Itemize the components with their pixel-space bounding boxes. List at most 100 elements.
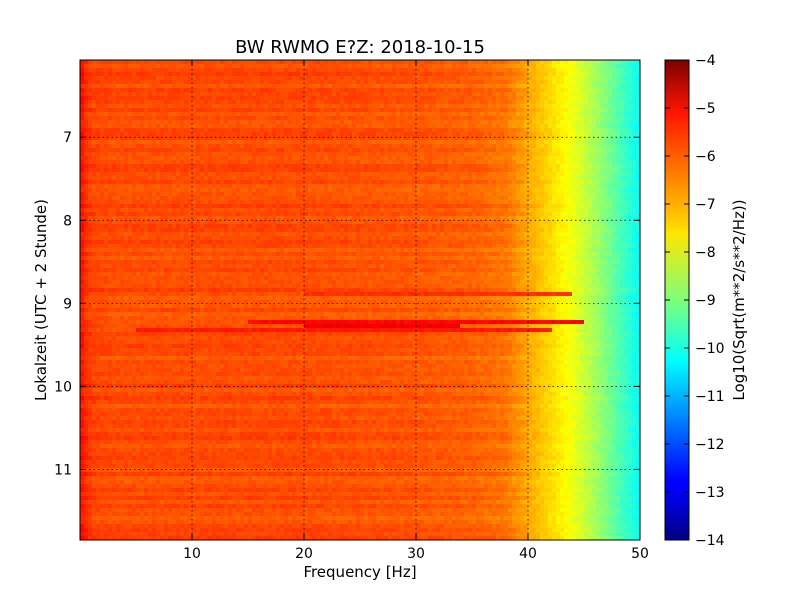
heatmap-cell — [500, 128, 505, 133]
heatmap-cell — [536, 160, 541, 165]
heatmap-cell — [144, 92, 149, 97]
heatmap-cell — [312, 116, 317, 121]
heatmap-cell — [544, 124, 549, 129]
heatmap-cell — [592, 64, 597, 69]
heatmap-cell — [288, 100, 293, 105]
heatmap-cell — [192, 140, 197, 145]
heatmap-cell — [164, 188, 169, 193]
heatmap-cell — [176, 172, 181, 177]
heatmap-cell — [420, 80, 425, 85]
heatmap-cell — [600, 144, 605, 149]
heatmap-cell — [204, 76, 209, 81]
heatmap-cell — [416, 116, 421, 121]
heatmap-cell — [364, 92, 369, 97]
heatmap-cell — [272, 160, 277, 165]
heatmap-cell — [532, 80, 537, 85]
heatmap-cell — [384, 108, 389, 113]
heatmap-cell — [456, 116, 461, 121]
heatmap-cell — [516, 152, 521, 157]
heatmap-cell — [188, 140, 193, 145]
heatmap-cell — [80, 128, 85, 133]
heatmap-cell — [268, 84, 273, 89]
heatmap-cell — [196, 120, 201, 125]
heatmap-cell — [536, 180, 541, 185]
heatmap-cell — [568, 68, 573, 73]
heatmap-cell — [300, 80, 305, 85]
heatmap-cell — [552, 184, 557, 189]
heatmap-cell — [296, 160, 301, 165]
heatmap-cell — [304, 196, 309, 201]
heatmap-cell — [272, 128, 277, 133]
heatmap-cell — [472, 164, 477, 169]
heatmap-cell — [512, 72, 517, 77]
heatmap-cell — [196, 116, 201, 121]
heatmap-cell — [408, 96, 413, 101]
heatmap-cell — [596, 100, 601, 105]
heatmap-cell — [628, 156, 633, 161]
heatmap-cell — [96, 100, 101, 105]
heatmap-cell — [116, 176, 121, 181]
heatmap-cell — [592, 84, 597, 89]
heatmap-cell — [300, 192, 305, 197]
heatmap-cell — [456, 140, 461, 145]
heatmap-cell — [264, 176, 269, 181]
heatmap-cell — [228, 120, 233, 125]
heatmap-cell — [452, 164, 457, 169]
heatmap-cell — [576, 152, 581, 157]
heatmap-cell — [288, 88, 293, 93]
heatmap-cell — [588, 64, 593, 69]
heatmap-cell — [240, 140, 245, 145]
heatmap-cell — [472, 104, 477, 109]
heatmap-cell — [412, 140, 417, 145]
heatmap-cell — [416, 148, 421, 153]
heatmap-cell — [224, 148, 229, 153]
heatmap-cell — [372, 100, 377, 105]
heatmap-cell — [208, 68, 213, 73]
heatmap-cell — [508, 80, 513, 85]
heatmap-cell — [312, 148, 317, 153]
heatmap-cell — [356, 60, 361, 65]
heatmap-cell — [220, 136, 225, 141]
heatmap-cell — [388, 120, 393, 125]
heatmap-cell — [376, 192, 381, 197]
heatmap-cell — [532, 112, 537, 117]
heatmap-cell — [220, 184, 225, 189]
heatmap-cell — [260, 100, 265, 105]
heatmap-cell — [472, 192, 477, 197]
heatmap-cell — [148, 136, 153, 141]
heatmap-cell — [604, 60, 609, 65]
heatmap-cell — [272, 180, 277, 185]
heatmap-cell — [384, 80, 389, 85]
heatmap-cell — [176, 200, 181, 205]
heatmap-cell — [96, 120, 101, 125]
heatmap-cell — [112, 96, 117, 101]
heatmap-cell — [124, 200, 129, 205]
heatmap-cell — [152, 144, 157, 149]
heatmap-cell — [560, 80, 565, 85]
heatmap-cell — [368, 196, 373, 201]
heatmap-cell — [436, 160, 441, 165]
heatmap-cell — [132, 108, 137, 113]
heatmap-cell — [528, 132, 533, 137]
heatmap-cell — [436, 184, 441, 189]
heatmap-cell — [280, 180, 285, 185]
heatmap-cell — [116, 156, 121, 161]
heatmap-cell — [380, 128, 385, 133]
heatmap-cell — [440, 96, 445, 101]
heatmap-cell — [120, 156, 125, 161]
heatmap-cell — [104, 80, 109, 85]
heatmap-cell — [544, 128, 549, 133]
heatmap-cell — [492, 192, 497, 197]
heatmap-cell — [476, 196, 481, 201]
heatmap-cell — [268, 132, 273, 137]
heatmap-cell — [416, 152, 421, 157]
heatmap-cell — [104, 100, 109, 105]
heatmap-cell — [96, 76, 101, 81]
heatmap-cell — [260, 192, 265, 197]
heatmap-cell — [516, 188, 521, 193]
heatmap-cell — [556, 184, 561, 189]
heatmap-cell — [212, 128, 217, 133]
heatmap-cell — [608, 60, 613, 65]
heatmap-cell — [396, 164, 401, 169]
heatmap-cell — [568, 144, 573, 149]
